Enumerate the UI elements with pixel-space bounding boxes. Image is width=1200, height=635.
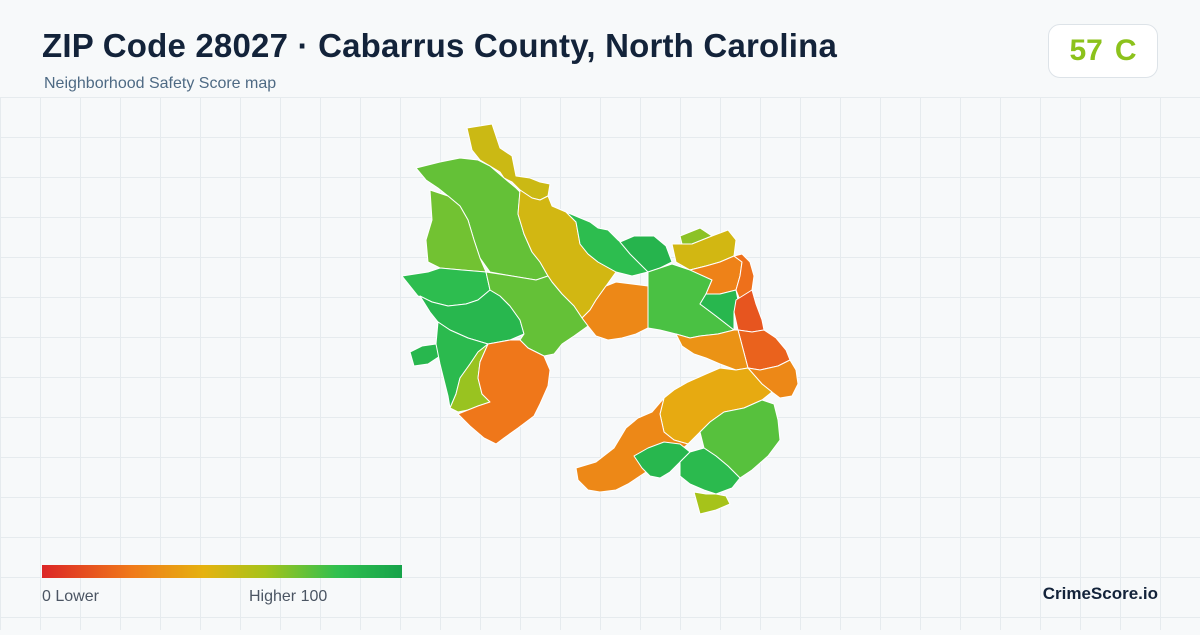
map-region-29[interactable] [679, 447, 741, 495]
safety-score-value: 57 [1069, 34, 1103, 67]
map-grid-background [0, 97, 1200, 630]
brand-logo-text: CrimeScore.io [1042, 584, 1158, 603]
page-subtitle: Neighborhood Safety Score map [44, 75, 277, 92]
page-title: ZIP Code 28027 · Cabarrus County, North … [42, 27, 838, 64]
safety-score-badge: 57 C [1048, 24, 1158, 78]
map-region-8[interactable] [485, 271, 589, 357]
map-region-16[interactable] [671, 229, 737, 271]
map-region-12[interactable] [457, 339, 551, 445]
legend-color-bar [42, 565, 402, 578]
map-region-27[interactable] [575, 397, 689, 493]
map-region-30[interactable] [693, 491, 731, 515]
header [0, 0, 1200, 97]
map-region-14[interactable] [619, 235, 673, 273]
safety-score-grade: C [1114, 34, 1137, 67]
legend-max-label: Higher 100 [249, 588, 328, 605]
legend-min-label: 0 Lower [42, 588, 99, 605]
